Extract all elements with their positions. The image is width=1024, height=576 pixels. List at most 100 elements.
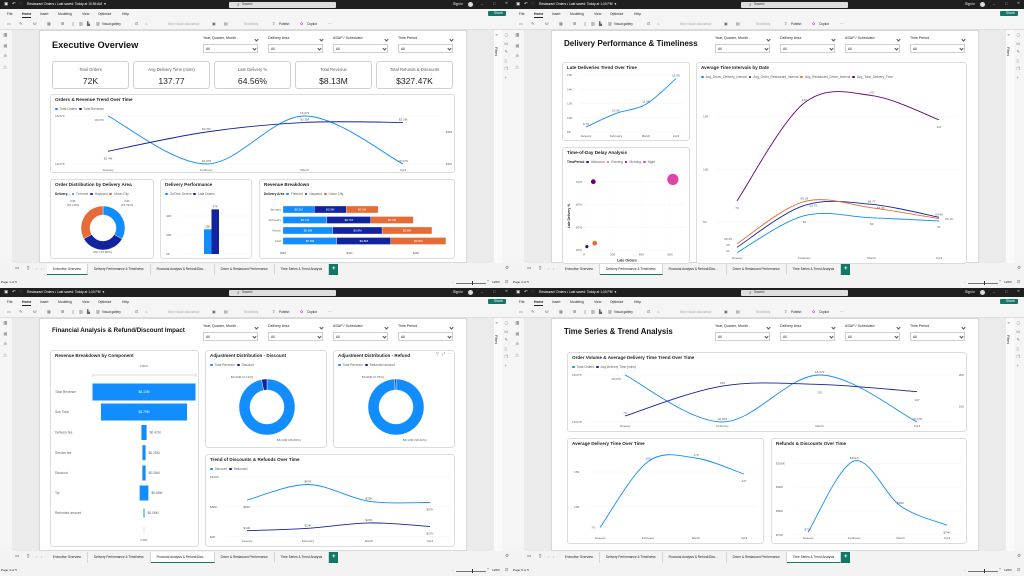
new-visual-icon[interactable]: ▥ [591, 21, 595, 26]
legend-item-total-revenue[interactable]: Total Revenue [78, 107, 104, 111]
add-pane-icon[interactable]: + [504, 74, 507, 80]
minimize-icon[interactable]: – [993, 1, 996, 6]
next-page-icon[interactable]: › [553, 265, 555, 271]
get-data-icon[interactable]: ⛁ [33, 21, 37, 26]
menu-insert[interactable]: Insert [552, 299, 561, 304]
donut-slice-fremont[interactable] [102, 205, 126, 240]
maximize-icon[interactable]: □ [493, 1, 496, 6]
redo-icon[interactable]: ♡ [531, 289, 535, 295]
new-visual-icon[interactable]: ▥ [79, 21, 83, 26]
tab-time-series-trend-analysis[interactable]: Time Series & Trend Analysis [787, 264, 842, 275]
prev-page-icon[interactable]: ‹ [36, 553, 38, 559]
zoom-in-icon[interactable]: + [487, 279, 490, 284]
slicer-dropdown-year-quarter-month[interactable]: All [203, 332, 258, 341]
close-icon[interactable]: ✕ [1017, 289, 1021, 294]
format-icon[interactable]: ✎ [504, 337, 509, 342]
legend-item-total-orders[interactable]: Total Orders [572, 365, 594, 369]
close-icon[interactable]: ✕ [505, 1, 509, 6]
fit-to-page-icon[interactable]: ⊡ [1017, 566, 1021, 572]
sign-in-link[interactable]: Sign in [965, 1, 976, 6]
funnel-bar-sub-total[interactable] [100, 403, 188, 421]
funnel-bar-tip[interactable] [139, 485, 149, 501]
legend-item-hayward[interactable]: Hayward [90, 192, 107, 196]
tab-delivery-performance-timeliness[interactable]: Delivery Performance & Timeliness [600, 552, 663, 563]
new-visual-calculation-button[interactable]: New visual calculation [680, 22, 712, 26]
copilot-button[interactable]: Copilot [819, 310, 829, 314]
scatter-point-evening[interactable] [592, 240, 598, 246]
slicer-dropdown-asap-scheduled[interactable]: All [845, 44, 900, 53]
legend-item-total-revenue[interactable]: Total Revenue [210, 363, 235, 367]
transform-icon[interactable]: ⊞ [573, 21, 577, 26]
avatar-icon[interactable] [468, 2, 473, 7]
slicer-dropdown-delivery-area[interactable]: All [780, 332, 835, 341]
zoom-slider-thumb[interactable] [472, 568, 474, 573]
filters-pane[interactable]: « Filters [1006, 30, 1014, 263]
get-data-icon[interactable]: ⛁ [545, 309, 549, 314]
avatar-icon[interactable] [980, 290, 985, 295]
menu-file[interactable]: File [7, 299, 13, 304]
transform-icon[interactable]: ⊞ [573, 309, 577, 314]
visual-gallery-button[interactable]: Visual gallery [614, 310, 633, 314]
search-box[interactable]: ⌕ Search [229, 2, 336, 8]
bookmarks-icon[interactable]: ▯ [1016, 57, 1019, 63]
sensitivity-button[interactable]: Sensitivity [756, 310, 771, 314]
quick-measure-icon[interactable]: ▣ [724, 21, 728, 26]
more-visuals-icon[interactable]: ⊡ [647, 21, 651, 26]
paste-icon[interactable]: ▭ [7, 21, 11, 26]
fit-to-page-icon[interactable]: ⊡ [505, 566, 509, 572]
publish-button[interactable]: Publish [791, 310, 802, 314]
zoom-out-icon[interactable]: - [964, 279, 966, 284]
menu-modeling[interactable]: Modeling [58, 299, 72, 304]
collapse-filters-icon[interactable]: « [495, 32, 498, 37]
settings-icon[interactable]: ⚙ [1017, 553, 1022, 558]
redo-icon[interactable]: ♡ [19, 289, 23, 295]
zoom-level[interactable]: 125% [492, 568, 500, 572]
excel-icon[interactable]: ▦ [559, 21, 563, 26]
filters-pane[interactable]: « Filters [494, 318, 502, 551]
visual-gallery-icon[interactable]: ▥ [96, 309, 100, 314]
table-view-icon[interactable]: ▦ [3, 330, 8, 336]
next-page-icon[interactable]: › [553, 553, 555, 559]
desktop-layout-icon[interactable]: ▭ [527, 265, 532, 270]
filters-label[interactable]: Filters [1006, 335, 1011, 345]
minimize-icon[interactable]: – [993, 289, 996, 294]
tab-time-series-trend-analysis[interactable]: Time Series & Trend Analysis [786, 552, 842, 563]
new-measure-icon[interactable]: ⌂ [145, 21, 148, 26]
paste-icon[interactable]: ▭ [7, 309, 11, 314]
excel-icon[interactable]: ▦ [47, 21, 51, 26]
dax-query-icon[interactable]: △ [515, 63, 519, 69]
data-icon[interactable]: ⛁ [504, 40, 509, 46]
filters-pane[interactable]: « Filters [1006, 318, 1014, 551]
dax-query-icon[interactable]: △ [515, 351, 519, 357]
close-icon[interactable]: ✕ [1017, 1, 1021, 6]
mobile-layout-icon[interactable]: ▯ [539, 553, 542, 558]
text-box-icon[interactable]: ▙ [599, 21, 603, 26]
undo-icon[interactable]: ↶ [12, 289, 16, 294]
legend-item-hayward[interactable]: Hayward [304, 192, 322, 196]
tab-delivery-performance-timeliness[interactable]: Delivery Performance & Timeliness [600, 264, 663, 275]
donut-slice-union-city[interactable] [80, 205, 104, 240]
visual-gallery-icon[interactable]: ▥ [608, 21, 612, 26]
menu-help[interactable]: Help [634, 299, 641, 304]
donut-slice-discount[interactable] [261, 378, 268, 391]
prev-page-icon[interactable]: ‹ [548, 265, 550, 271]
more-options-icon[interactable]: ··· [447, 351, 452, 356]
new-measure-icon[interactable]: ⌂ [657, 21, 660, 26]
legend-item-fremont[interactable]: Fremont [286, 192, 303, 196]
menu-view[interactable]: View [594, 299, 602, 304]
add-page-button[interactable]: + [329, 552, 339, 563]
menu-home[interactable]: Home [22, 300, 32, 306]
legend-item-avg-driver-delivery-interval[interactable]: Avg_Driver_Delivery_Interval [701, 75, 747, 79]
menu-home[interactable]: Home [534, 300, 544, 306]
title-dropdown-icon[interactable]: ▾ [104, 1, 106, 6]
mobile-layout-icon[interactable]: ▯ [539, 265, 542, 270]
next-page-icon[interactable]: › [41, 265, 43, 271]
dax-query-icon[interactable]: △ [3, 63, 7, 69]
search-box[interactable]: ⌕ Search [741, 290, 848, 296]
menu-help[interactable]: Help [122, 11, 129, 16]
more-options-icon[interactable]: ··· [328, 21, 332, 26]
tab-financial-analysis-refund-discount-impact[interactable]: Financial Analysis & Refund/Discount Imp… [663, 552, 727, 563]
menu-modeling[interactable]: Modeling [570, 11, 584, 16]
get-data-icon[interactable]: ⛁ [545, 21, 549, 26]
bar-segment-union-city[interactable] [381, 226, 433, 235]
